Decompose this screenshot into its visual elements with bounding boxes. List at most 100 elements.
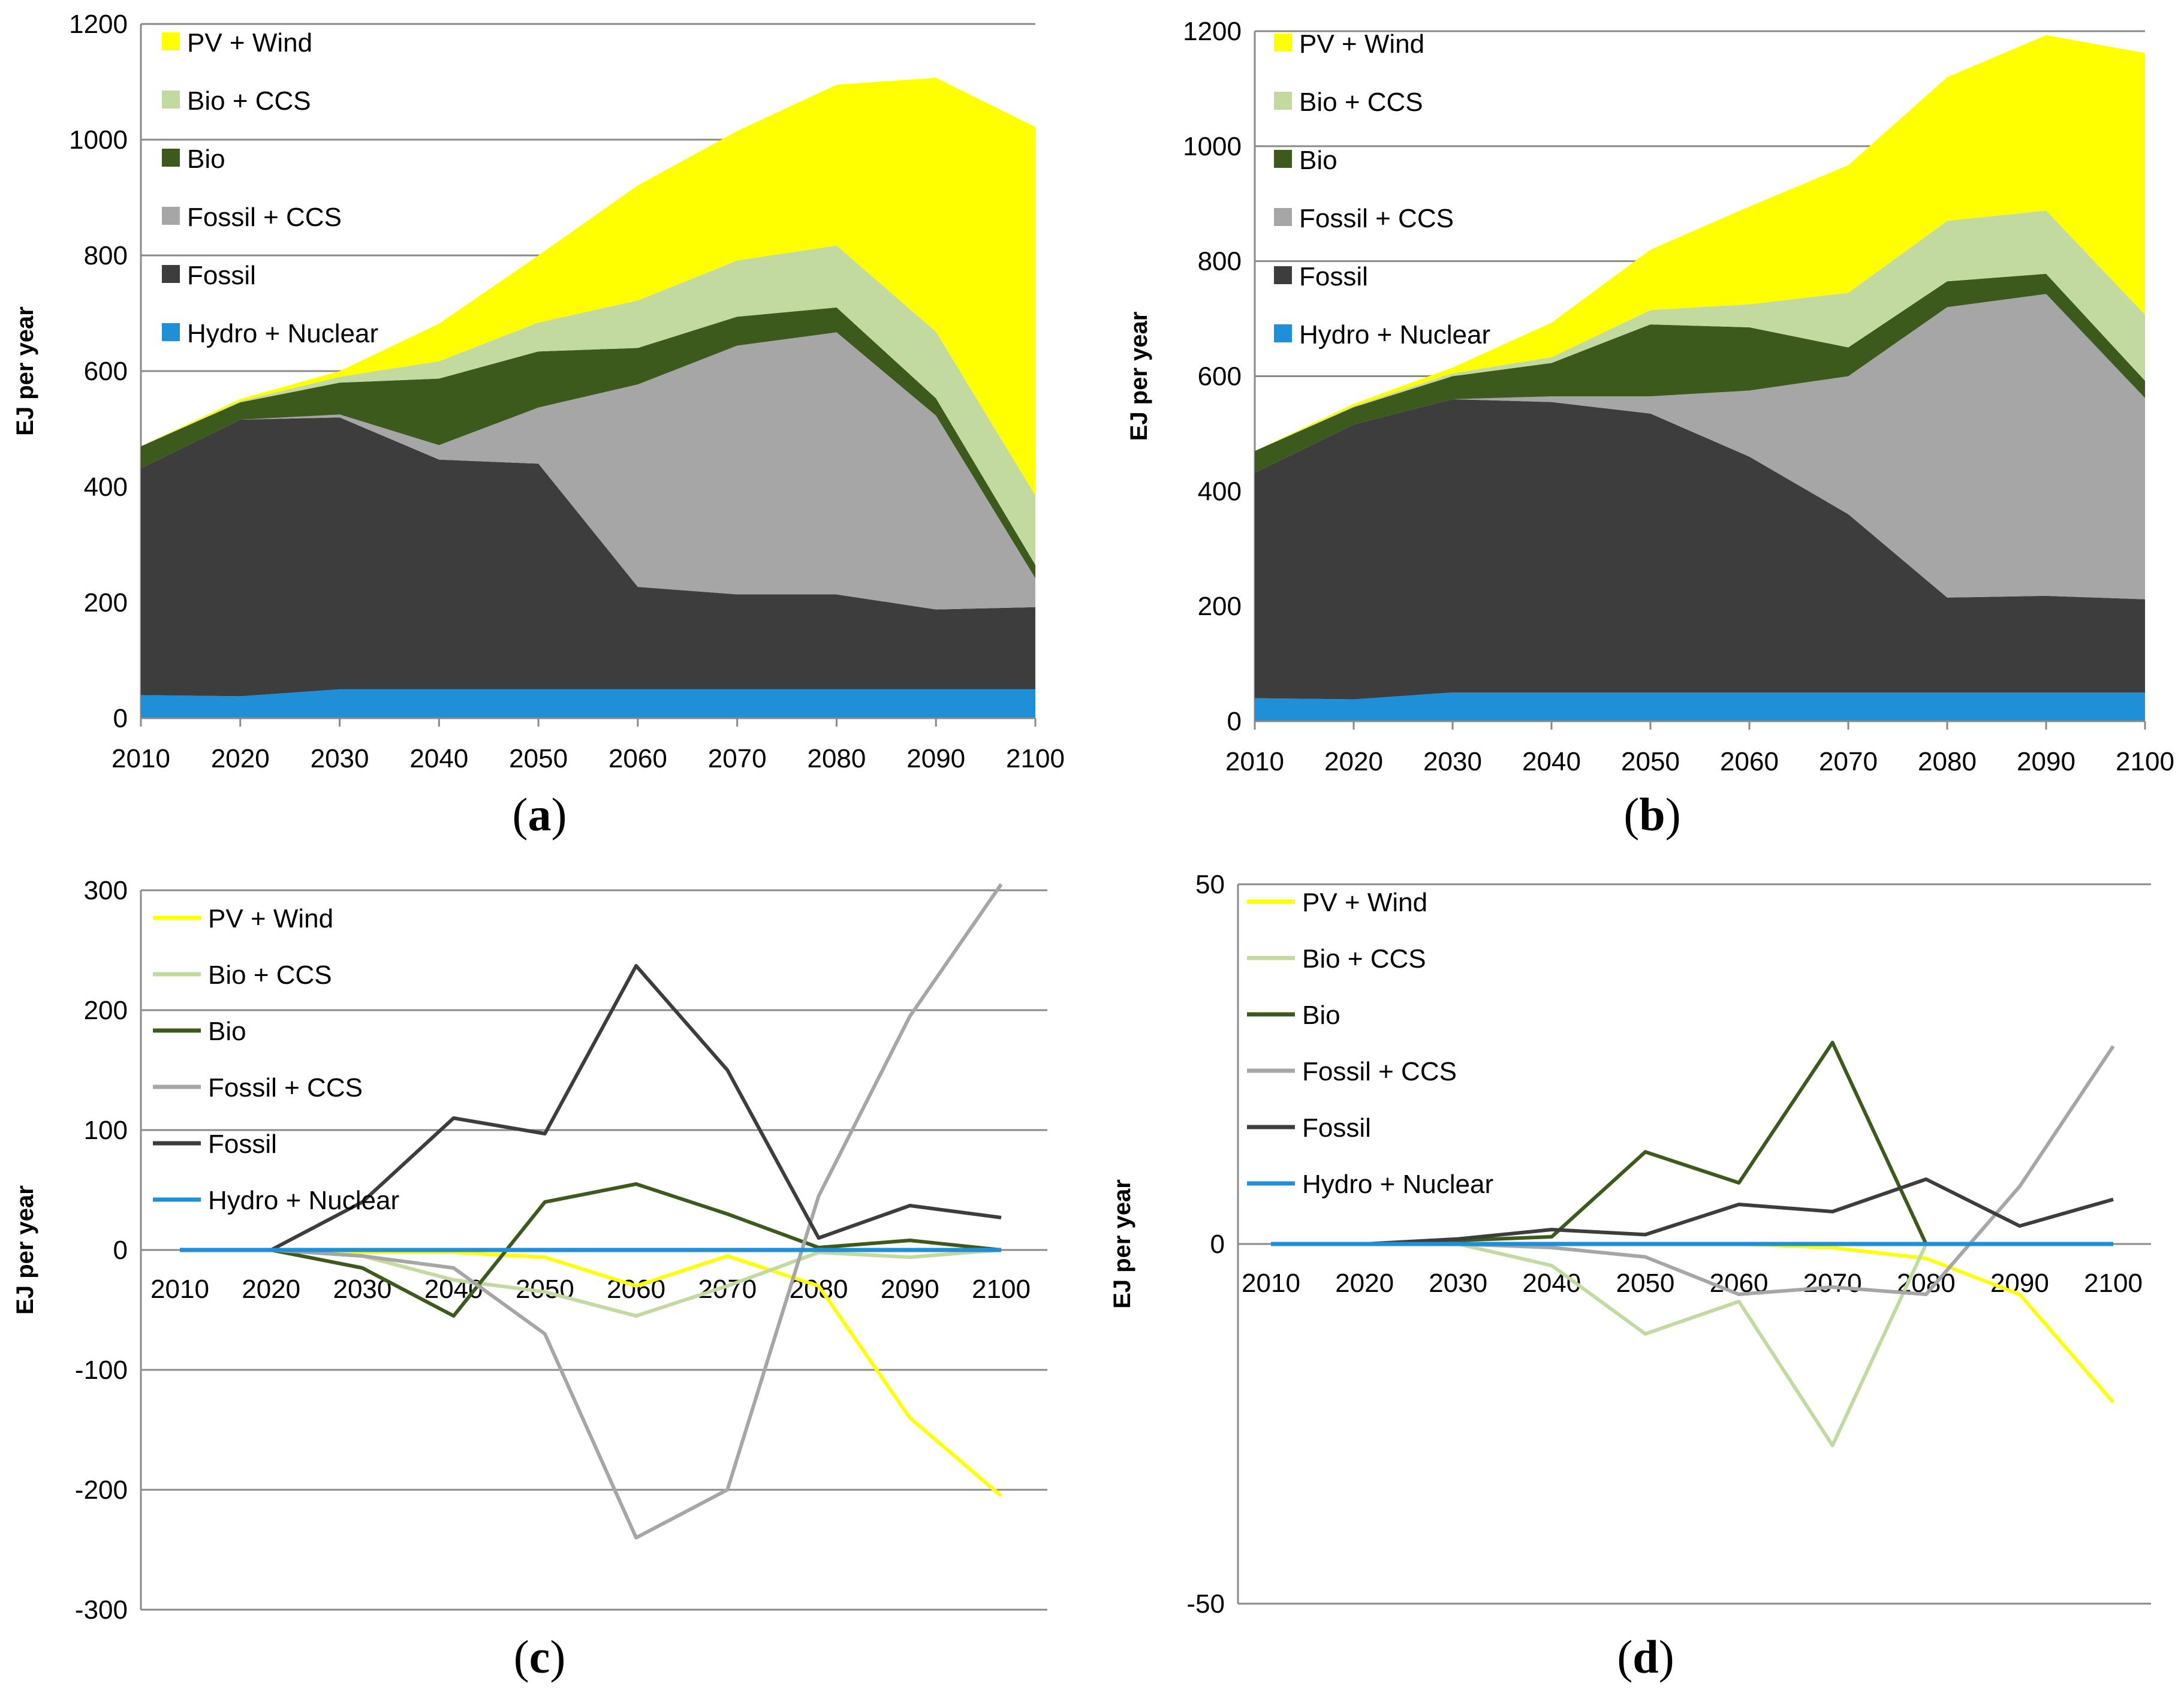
y-tick-label: 200 bbox=[84, 588, 128, 617]
y-tick-label: 200 bbox=[84, 996, 128, 1025]
legend-label: Fossil + CCS bbox=[208, 1073, 363, 1102]
legend-swatch bbox=[1274, 34, 1292, 52]
legend-swatch bbox=[162, 323, 180, 341]
line-fossil bbox=[180, 964, 1002, 1252]
x-tick-label: 2060 bbox=[1720, 747, 1779, 776]
area-bio-ccs bbox=[1255, 210, 2145, 451]
y-tick-label: 1000 bbox=[69, 125, 128, 155]
legend-label: Fossil bbox=[208, 1129, 277, 1159]
caption-close: ) bbox=[1665, 788, 1681, 841]
legend-label: Fossil bbox=[1299, 262, 1368, 291]
x-tick-label: 2040 bbox=[409, 744, 468, 773]
caption-open: ( bbox=[514, 1631, 529, 1683]
area-fossil bbox=[141, 417, 1035, 697]
area-fossil-ccs bbox=[1255, 294, 2145, 600]
area-fossil bbox=[1255, 399, 2145, 700]
legend-swatch bbox=[162, 207, 180, 225]
chart-a: 0 200 400 600 800 1000 1200 EJ per year 2010 2020… bbox=[12, 10, 1065, 841]
caption-open: ( bbox=[513, 788, 528, 841]
x-tick-label: 2050 bbox=[509, 744, 568, 773]
y-tick-label: 0 bbox=[113, 704, 128, 733]
legend-label: PV + Wind bbox=[208, 904, 333, 933]
x-tick-label: 2030 bbox=[1429, 1269, 1487, 1298]
panel-caption: (a) bbox=[513, 788, 567, 841]
legend-swatch bbox=[1274, 92, 1292, 110]
area-bio bbox=[141, 307, 1035, 579]
x-tick-label: 2100 bbox=[1006, 744, 1065, 773]
x-tick-label: 2050 bbox=[1621, 747, 1680, 776]
y-tick-label: 800 bbox=[84, 241, 128, 270]
area-fossil-ccs bbox=[141, 332, 1035, 610]
legend-label: Bio + CCS bbox=[1299, 88, 1423, 117]
y-tick-label: 200 bbox=[1198, 592, 1242, 621]
y-tick-label: 1200 bbox=[1183, 17, 1242, 46]
y-tick-label: 300 bbox=[84, 876, 128, 905]
x-tick-label: 2040 bbox=[1522, 1269, 1581, 1298]
x-tick-label: 2070 bbox=[1803, 1269, 1862, 1298]
area-pv-wind bbox=[141, 77, 1035, 496]
legend-label: PV + Wind bbox=[1302, 888, 1427, 917]
x-tick-label: 2090 bbox=[881, 1275, 939, 1304]
caption-letter: b bbox=[1639, 788, 1665, 841]
line-bio-ccs bbox=[180, 1248, 1002, 1318]
y-tick-label: 600 bbox=[84, 357, 128, 386]
x-tick-label: 2020 bbox=[242, 1275, 300, 1304]
x-tick-label: 2090 bbox=[906, 744, 965, 773]
panel-caption: (c) bbox=[514, 1631, 566, 1683]
legend-label: Fossil bbox=[1302, 1113, 1371, 1143]
y-tick-label: -50 bbox=[1186, 1589, 1225, 1619]
caption-close: ) bbox=[550, 1631, 565, 1683]
legend-label: Bio bbox=[208, 1017, 246, 1046]
x-tick-label: 2020 bbox=[1324, 747, 1383, 776]
legend-swatch bbox=[162, 265, 180, 283]
y-axis-label: EJ per year bbox=[12, 1185, 38, 1315]
x-tick-label: 2050 bbox=[1616, 1269, 1674, 1298]
x-tick-label: 2060 bbox=[608, 744, 667, 773]
x-tick-label: 2040 bbox=[1522, 747, 1581, 776]
y-tick-label: 0 bbox=[1210, 1230, 1225, 1259]
caption-close: ) bbox=[552, 788, 567, 841]
y-axis-label: EJ per year bbox=[1126, 312, 1152, 441]
y-tick-label: 400 bbox=[1198, 477, 1242, 506]
y-tick-label: 1200 bbox=[69, 10, 128, 39]
legend-label: Bio bbox=[1299, 146, 1337, 175]
area-hydro-nuclear bbox=[141, 689, 1035, 718]
y-axis-label: EJ per year bbox=[1109, 1179, 1135, 1309]
legend-swatch bbox=[162, 32, 180, 50]
panel-caption: (b) bbox=[1623, 788, 1680, 841]
legend-label: Fossil + CCS bbox=[187, 203, 342, 232]
legend-label: PV + Wind bbox=[1299, 29, 1424, 59]
legend-label: Hydro + Nuclear bbox=[187, 319, 378, 348]
y-tick-label: 50 bbox=[1195, 870, 1225, 899]
y-axis-label: EJ per year bbox=[12, 306, 38, 436]
line-pv-wind bbox=[1271, 1242, 2115, 1403]
legend-label: Fossil + CCS bbox=[1302, 1057, 1457, 1086]
x-tick-label: 2090 bbox=[2017, 747, 2075, 776]
x-tick-label: 2020 bbox=[1335, 1269, 1394, 1298]
legend-label: Bio + CCS bbox=[1302, 944, 1426, 974]
x-tick-label: 2100 bbox=[972, 1275, 1031, 1304]
y-tick-label: 600 bbox=[1198, 362, 1242, 391]
x-tick-label: 2010 bbox=[1225, 747, 1284, 776]
panel-caption: (d) bbox=[1617, 1631, 1674, 1683]
x-tick-label: 2030 bbox=[1423, 747, 1482, 776]
legend-label: Bio bbox=[1302, 1001, 1340, 1030]
legend-swatch bbox=[1274, 150, 1292, 168]
y-tick-label: 400 bbox=[84, 472, 128, 502]
caption-letter: a bbox=[528, 788, 552, 841]
legend-label: Bio bbox=[187, 144, 225, 174]
line-fossil-ccs bbox=[180, 883, 1003, 1540]
y-tick-label: 100 bbox=[84, 1116, 128, 1145]
legend-label: Fossil + CCS bbox=[1299, 204, 1454, 233]
legend-label: Bio + CCS bbox=[208, 960, 332, 990]
y-tick-label: 1000 bbox=[1183, 132, 1242, 161]
legend-label: Hydro + Nuclear bbox=[1299, 320, 1490, 350]
legend-swatch bbox=[162, 91, 180, 109]
x-tick-label: 2100 bbox=[2084, 1269, 2143, 1298]
x-tick-label: 2080 bbox=[1918, 747, 1977, 776]
x-tick-label: 2010 bbox=[112, 744, 170, 773]
area-bio bbox=[1255, 273, 2145, 473]
x-tick-label: 2070 bbox=[708, 744, 767, 773]
